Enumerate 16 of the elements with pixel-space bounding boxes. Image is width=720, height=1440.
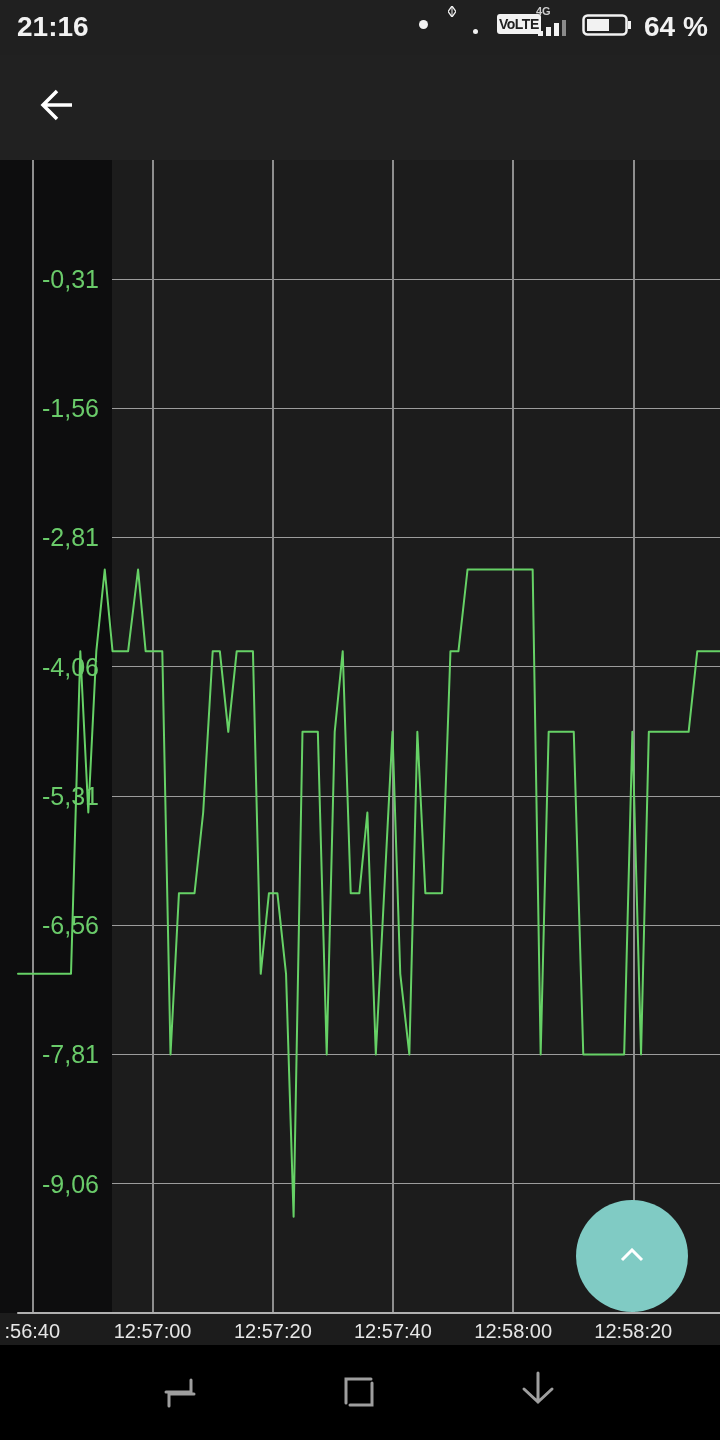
y-tick-label: -0,31: [42, 264, 99, 293]
text: 21:16: [17, 11, 89, 42]
x-tick-label: 12:57:20: [233, 1320, 312, 1342]
x-tick-label: 12:57:00: [113, 1320, 192, 1342]
y-tick-label: -1,56: [42, 394, 99, 423]
x-tick-label: 12:58:00: [474, 1320, 553, 1342]
x-tick-label: :56:40: [4, 1320, 61, 1342]
text: VoLTE: [497, 14, 541, 34]
y-tick-label: -2,81: [42, 523, 99, 552]
text: 4G: [536, 5, 551, 17]
x-tick-label: 12:57:40: [353, 1320, 432, 1342]
y-tick-label: -9,06: [42, 1169, 99, 1198]
y-tick-label: -7,81: [42, 1040, 99, 1069]
x-tick-label: 12:58:20: [594, 1320, 673, 1342]
text: 64 %: [644, 11, 708, 42]
line-series: [17, 568, 720, 1218]
